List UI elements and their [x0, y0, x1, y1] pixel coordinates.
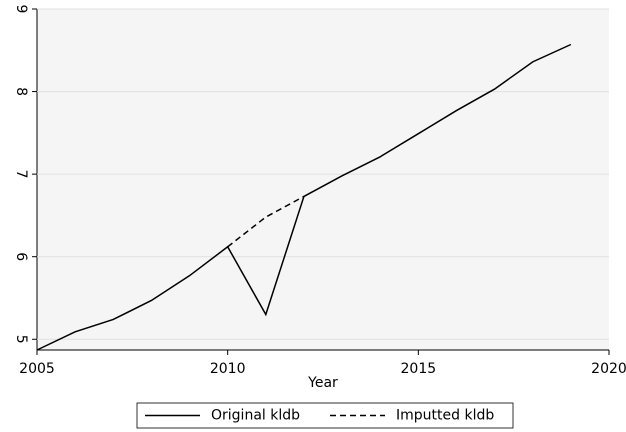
y-tick-label: 5 — [13, 335, 29, 344]
y-tick-label: 9 — [13, 5, 29, 14]
y-tick-label: 6 — [13, 252, 29, 261]
x-tick-label: 2015 — [401, 361, 437, 377]
x-tick-label: 2010 — [210, 361, 246, 377]
legend-label: Imputted kldb — [396, 408, 494, 424]
y-tick-label: 8 — [13, 87, 29, 96]
legend-label: Original kldb — [211, 408, 300, 424]
y-tick-label: 7 — [13, 170, 29, 179]
x-tick-label: 2020 — [591, 361, 626, 377]
x-axis-label: Year — [307, 375, 338, 391]
x-tick-label: 2005 — [19, 361, 55, 377]
plot-area — [37, 9, 609, 350]
